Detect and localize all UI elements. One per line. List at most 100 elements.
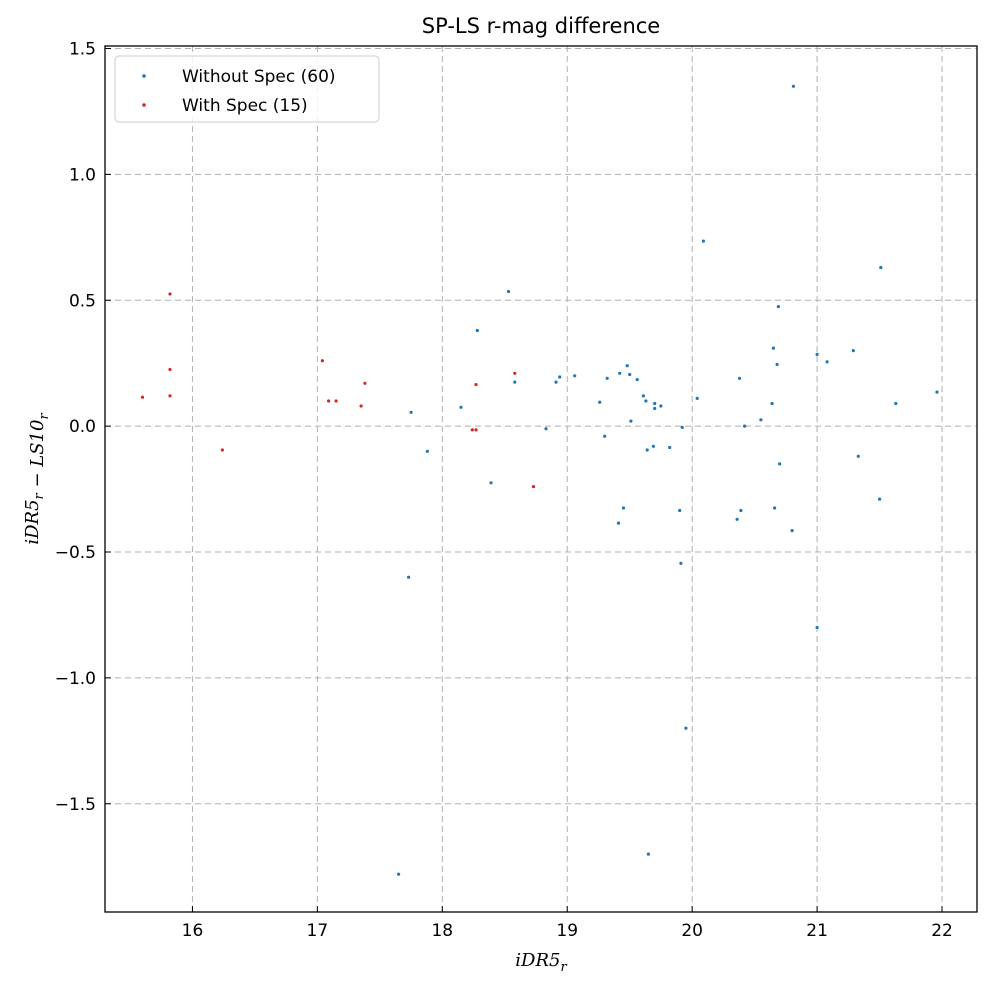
data-point [778,462,782,466]
legend-box [114,55,380,123]
data-point [409,410,413,414]
data-point [668,445,672,450]
x-tick-label: 21 [806,921,828,941]
y-tick-label: 0.0 [69,417,96,437]
data-point [678,508,682,513]
data-point [598,400,602,404]
data-point [776,305,781,309]
legend-label: With Spec (15) [182,96,308,116]
data-point [320,359,324,363]
x-axis-label: iDR5r [515,950,567,975]
data-point [513,380,517,384]
data-point [470,428,474,432]
data-point [701,239,706,243]
series-0-points [397,84,939,876]
data-point [474,428,478,432]
y-tick-label: 1.0 [69,165,96,185]
data-point [635,378,639,382]
legend-label: Without Spec (60) [182,67,336,87]
x-axis-label-text: iDR5r [515,950,567,975]
data-point [641,394,646,398]
data-point [759,418,763,422]
data-point [790,529,794,533]
data-point [489,481,493,485]
legend-marker [142,74,146,78]
chart-title: SP-LS r-mag difference [422,14,660,38]
data-point [475,328,479,333]
data-point [554,380,558,384]
legend-marker [142,103,146,107]
plot-frame [104,45,978,913]
y-tick-label: 1.5 [69,40,96,60]
data-points [140,84,939,876]
data-point [771,346,776,350]
data-point [558,375,562,379]
y-tick-label: 0.5 [69,291,96,311]
data-point [735,517,739,521]
data-point [879,265,883,270]
data-point [645,448,649,452]
data-point [605,376,609,380]
data-point [680,425,684,429]
x-tick-label: 22 [931,921,953,941]
data-point [334,399,338,403]
data-point [506,289,511,294]
data-point [679,561,683,565]
data-point [397,872,401,876]
data-point [327,399,331,403]
data-point [739,508,743,513]
data-point [544,427,548,431]
data-point [629,419,633,423]
data-point [359,404,363,408]
data-point [825,360,829,364]
data-point [815,625,819,630]
data-point [513,371,517,375]
data-point [775,362,779,367]
data-point [851,349,855,353]
data-point [363,381,367,385]
x-tick-label: 19 [556,921,578,941]
data-point [646,852,651,856]
data-point [791,84,796,88]
data-point [168,394,172,398]
data-point [773,506,777,510]
data-point [474,383,478,387]
y-axis-label: iDR5r − LS10r [22,413,52,545]
series-1-points [140,292,536,489]
data-point [653,401,657,406]
data-point [625,364,629,368]
data-point [684,726,688,730]
data-point [815,352,819,356]
data-point [644,399,648,403]
grid-lines [105,46,977,912]
data-point [856,454,860,458]
data-point [220,448,224,452]
data-point [618,371,622,375]
data-point [603,434,607,438]
data-point [621,506,626,510]
data-point [651,444,656,448]
data-point [168,292,172,296]
data-point [459,405,463,409]
data-point [935,390,939,394]
data-point [531,485,536,489]
y-axis-label-text: iDR5r − LS10r [22,413,52,545]
data-point [738,376,742,380]
data-point [628,372,632,377]
axis-ticks: 16 17 18 19 20 21 22 1.5 1.0 0.5 0.0 −0.5 −1.0 −1.5 [55,40,953,941]
x-tick-label: 20 [681,921,703,941]
y-tick-label: −1.0 [55,669,96,689]
data-point [168,367,172,372]
x-tick-label: 17 [307,921,329,941]
y-tick-label: −0.5 [55,543,96,563]
y-tick-label: −1.5 [55,795,96,815]
data-point [616,521,621,525]
x-tick-label: 16 [182,921,204,941]
data-point [878,497,882,501]
data-point [894,401,898,406]
x-tick-label: 18 [431,921,453,941]
data-point [425,449,429,453]
data-point [407,575,411,579]
legend: Without Spec (60) With Spec (15) [114,55,380,123]
